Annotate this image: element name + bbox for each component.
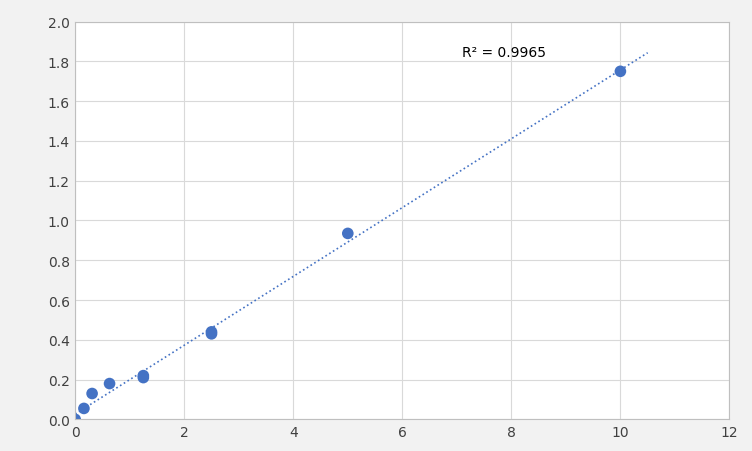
Point (104, 380, 116, 387)
Point (205, 331, 217, 338)
Point (86, 390, 98, 397)
Text: R² = 0.9965: R² = 0.9965 (462, 46, 546, 60)
Point (614, 69, 626, 76)
Point (138, 372, 150, 379)
Point (138, 374, 150, 382)
Point (69, 416, 81, 423)
Point (341, 230, 353, 238)
Point (205, 328, 217, 336)
Point (78, 405, 90, 412)
